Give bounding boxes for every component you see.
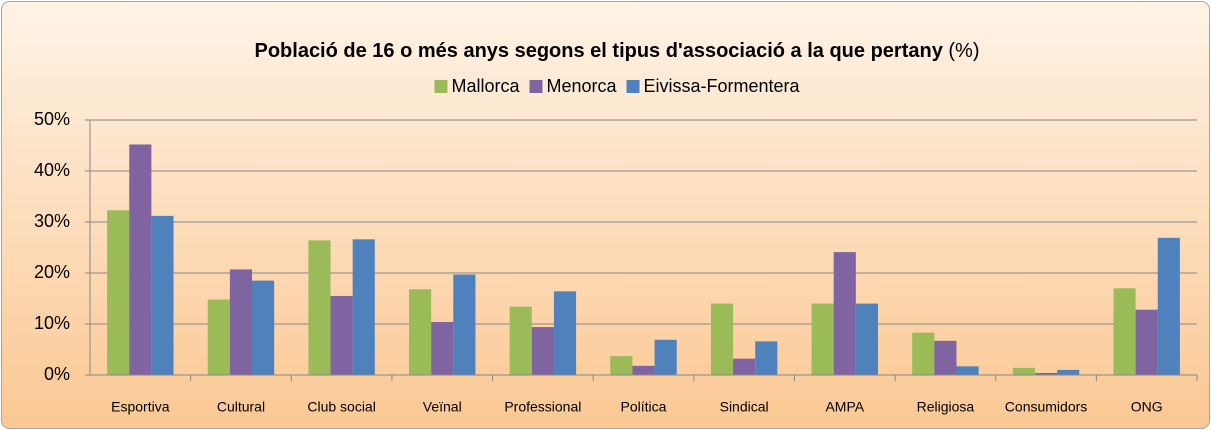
bar	[654, 339, 677, 375]
bar	[1057, 369, 1080, 375]
x-tick-label: Esportiva	[111, 399, 170, 415]
bar	[1113, 288, 1136, 375]
bar	[1135, 309, 1158, 375]
bar	[855, 303, 878, 375]
bar	[431, 321, 454, 375]
x-tick-label: Religiosa	[917, 399, 975, 415]
x-tick-label: Professional	[504, 399, 581, 415]
legend-label: Eivissa-Formentera	[644, 76, 801, 96]
x-tick-label: Club social	[307, 399, 375, 415]
bar	[531, 327, 554, 375]
bar	[755, 341, 778, 375]
bar	[207, 299, 230, 375]
x-tick-label: Veïnal	[423, 399, 462, 415]
title-main: Població de 16 o més anys segons el tipu…	[254, 40, 943, 62]
bar	[308, 240, 331, 375]
bar	[710, 303, 734, 375]
y-tick-label: 0%	[44, 364, 70, 384]
x-tick-label: AMPA	[825, 399, 864, 415]
bar	[733, 358, 756, 375]
title-unit: (%)	[948, 40, 979, 62]
bar	[509, 306, 532, 375]
legend-swatch	[626, 80, 640, 93]
y-tick-label: 20%	[34, 262, 70, 282]
bar	[129, 144, 152, 375]
bar	[632, 365, 655, 375]
bar	[956, 366, 979, 375]
legend: Mallorca Menorca Eivissa-Formentera	[434, 76, 801, 96]
legend-label: Menorca	[546, 76, 617, 96]
legend-label: Mallorca	[451, 76, 520, 96]
x-tick-label: Consumidors	[1005, 399, 1087, 415]
bar	[1012, 367, 1035, 375]
chart-title: Població de 16 o més anys segons el tipu…	[254, 40, 979, 62]
bar	[352, 239, 375, 375]
x-tick-label: Política	[621, 399, 667, 415]
bar	[330, 295, 353, 375]
x-tick-label: ONG	[1131, 399, 1163, 415]
x-tick-label: Cultural	[217, 399, 265, 415]
y-tick-label: 40%	[34, 160, 70, 180]
bar	[107, 210, 130, 375]
bar	[833, 252, 856, 375]
bar	[252, 280, 275, 375]
bar	[409, 289, 432, 375]
bar	[1034, 372, 1058, 375]
bar	[453, 274, 476, 375]
bar	[912, 332, 935, 375]
y-tick-label: 50%	[34, 109, 70, 129]
bar	[151, 215, 174, 375]
x-tick-label: Sindical	[720, 399, 769, 415]
bar	[934, 340, 957, 375]
bar	[1157, 237, 1180, 375]
y-tick-label: 10%	[34, 313, 70, 333]
bar	[553, 291, 577, 375]
legend-swatch	[529, 80, 543, 93]
bar	[811, 303, 834, 375]
legend-swatch	[434, 80, 448, 93]
y-tick-label: 30%	[34, 211, 70, 231]
bar	[610, 356, 633, 375]
bar	[229, 269, 253, 375]
